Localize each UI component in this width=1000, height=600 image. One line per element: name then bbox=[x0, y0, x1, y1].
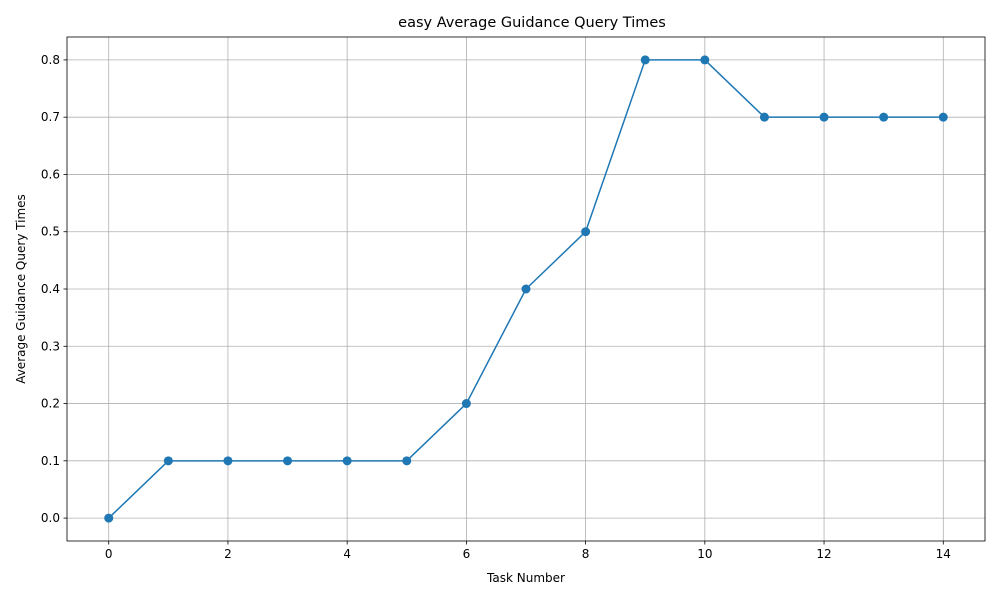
chart-title: easy Average Guidance Query Times bbox=[398, 15, 666, 31]
x-axis-label: Task Number bbox=[486, 571, 565, 585]
y-tick-label: 0.6 bbox=[41, 167, 60, 181]
x-tick-label: 6 bbox=[463, 547, 471, 561]
x-tick-label: 10 bbox=[697, 547, 712, 561]
data-point bbox=[640, 55, 650, 65]
y-tick-label: 0.8 bbox=[41, 53, 60, 67]
data-point bbox=[402, 456, 412, 466]
y-tick-label: 0.4 bbox=[41, 282, 60, 296]
x-tick-label: 14 bbox=[936, 547, 951, 561]
data-point bbox=[879, 112, 889, 122]
data-point bbox=[819, 112, 829, 122]
y-tick-label: 0.7 bbox=[41, 110, 60, 124]
y-tick-label: 0.0 bbox=[41, 511, 60, 525]
y-tick-label: 0.5 bbox=[41, 225, 60, 239]
data-point bbox=[283, 456, 293, 466]
x-tick-label: 8 bbox=[582, 547, 590, 561]
data-point bbox=[521, 284, 531, 294]
data-point bbox=[700, 55, 710, 65]
data-point bbox=[342, 456, 352, 466]
x-tick-label: 2 bbox=[224, 547, 232, 561]
data-point bbox=[461, 399, 471, 409]
y-tick-label: 0.1 bbox=[41, 454, 60, 468]
x-tick-label: 12 bbox=[816, 547, 831, 561]
data-point bbox=[104, 513, 114, 523]
y-tick-label: 0.2 bbox=[41, 397, 60, 411]
data-point bbox=[938, 112, 948, 122]
y-tick-label: 0.3 bbox=[41, 339, 60, 353]
series-layer bbox=[104, 55, 948, 523]
x-tick-label: 4 bbox=[343, 547, 351, 561]
data-point bbox=[163, 456, 173, 466]
data-point bbox=[223, 456, 233, 466]
y-axis-ticks: 0.0 0.1 0.2 0.3 0.4 0.5 0.6 0.7 0.8 bbox=[41, 53, 67, 525]
y-axis-label: Average Guidance Query Times bbox=[14, 194, 28, 384]
data-point bbox=[581, 227, 591, 237]
x-axis-ticks: 0 2 4 6 8 10 12 14 bbox=[105, 541, 951, 561]
x-tick-label: 0 bbox=[105, 547, 113, 561]
data-point bbox=[759, 112, 769, 122]
